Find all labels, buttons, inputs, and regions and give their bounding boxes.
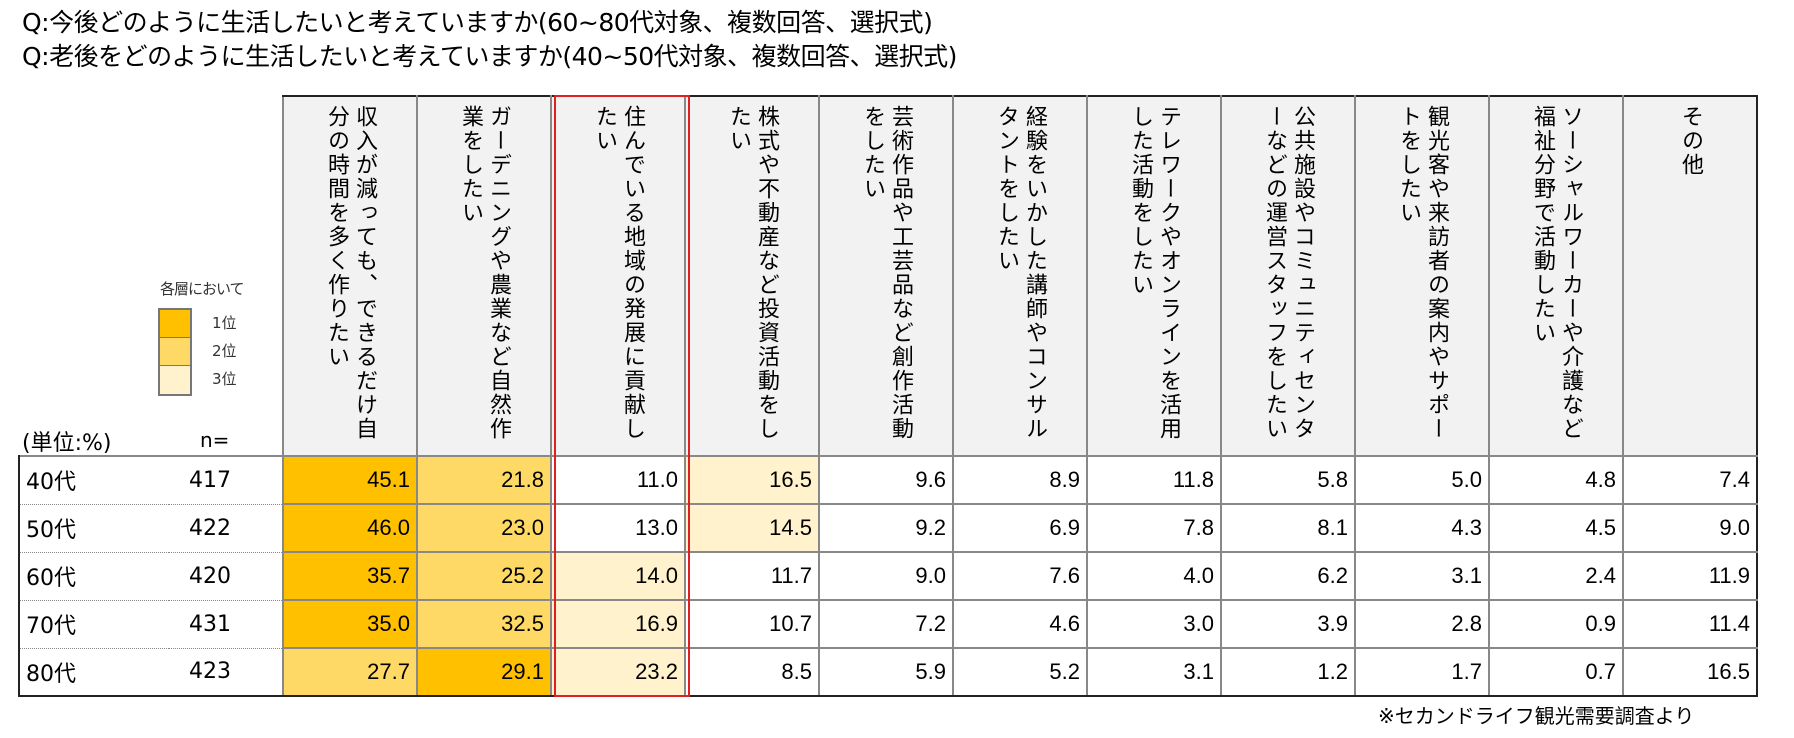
question-title-40-50: Q:老後をどのように生活したいと考えていますか(40~50代対象、複数回答、選択… [22, 42, 957, 71]
column-header: 公共施設やコミュニティセンターなどの運営スタッフをしたい [1220, 95, 1356, 457]
value-cell: 8.1 [1220, 503, 1356, 553]
value-cell: 1.7 [1354, 647, 1490, 697]
age-group-label: 80代 [18, 648, 169, 697]
age-group-label: 50代 [18, 504, 169, 553]
value-cell: 1.2 [1220, 647, 1356, 697]
value-cell: 11.7 [684, 551, 820, 601]
header-row: 収入が減っても、できるだけ自分の時間を多く作りたい ガーデニングや農業など自然作… [19, 95, 1758, 457]
value-cell: 46.0 [282, 503, 418, 553]
age-group-label: 70代 [18, 600, 169, 649]
value-cell: 23.2 [550, 647, 686, 697]
value-cell: 11.8 [1086, 455, 1222, 505]
legend-label-rank1: 1位 [212, 314, 237, 332]
column-header: テレワークやオンラインを活用した活動をしたい [1086, 95, 1222, 457]
value-cell: 32.5 [416, 599, 552, 649]
column-header: その他 [1622, 95, 1758, 457]
value-cell: 21.8 [416, 455, 552, 505]
value-cell: 11.4 [1622, 599, 1758, 649]
legend-swatch-rank1 [160, 310, 190, 338]
value-cell: 9.2 [818, 503, 954, 553]
value-cell: 8.9 [952, 455, 1088, 505]
value-cell: 4.3 [1354, 503, 1490, 553]
sample-size: 422 [169, 504, 283, 553]
value-cell: 35.7 [282, 551, 418, 601]
source-note: ※セカンドライフ観光需要調査より [1378, 704, 1695, 728]
value-cell: 11.0 [550, 455, 686, 505]
value-cell: 8.5 [684, 647, 820, 697]
value-cell: 6.9 [952, 503, 1088, 553]
value-cell: 10.7 [684, 599, 820, 649]
value-cell: 45.1 [282, 455, 418, 505]
sample-size-label: n= [200, 428, 230, 452]
value-cell: 14.5 [684, 503, 820, 553]
table-row: 70代 431 35.0 32.5 16.9 10.7 7.2 4.6 3.0 3.9 2.8 0.9… [18, 599, 1758, 649]
sample-size: 417 [169, 455, 283, 505]
value-cell: 13.0 [550, 503, 686, 553]
value-cell: 2.4 [1488, 551, 1624, 601]
legend-label-rank2: 2位 [212, 342, 237, 360]
value-cell: 16.5 [684, 455, 820, 505]
table-row: 40代 417 45.1 21.8 11.0 16.5 9.6 8.9 11.8 5.8 5.0 4.… [18, 455, 1758, 505]
age-group-label: 60代 [18, 552, 169, 601]
column-header: 芸術作品や工芸品など創作活動をしたい [818, 95, 954, 457]
value-cell: 35.0 [282, 599, 418, 649]
value-cell: 3.0 [1086, 599, 1222, 649]
value-cell: 7.4 [1622, 455, 1758, 505]
age-group-label: 40代 [18, 455, 169, 505]
legend-swatch-rank2 [160, 338, 190, 366]
column-header: ソーシャルワーカーや介護など福祉分野で活動したい [1488, 95, 1624, 457]
rank-legend [158, 308, 192, 396]
value-cell: 16.9 [550, 599, 686, 649]
legend-caption: 各層において [160, 280, 245, 298]
value-cell: 0.9 [1488, 599, 1624, 649]
value-cell: 9.0 [1622, 503, 1758, 553]
value-cell: 4.6 [952, 599, 1088, 649]
value-cell: 5.0 [1354, 455, 1490, 505]
column-header: 住んでいる地域の発展に貢献したい [550, 95, 686, 457]
value-cell: 25.2 [416, 551, 552, 601]
value-cell: 23.0 [416, 503, 552, 553]
value-cell: 16.5 [1622, 647, 1758, 697]
column-header: ガーデニングや農業など自然作業をしたい [416, 95, 552, 457]
value-cell: 4.0 [1086, 551, 1222, 601]
value-cell: 4.8 [1488, 455, 1624, 505]
value-cell: 5.8 [1220, 455, 1356, 505]
column-header: 観光客や来訪者の案内やサポートをしたい [1354, 95, 1490, 457]
value-cell: 9.6 [818, 455, 954, 505]
sample-size: 423 [169, 648, 283, 697]
value-cell: 14.0 [550, 551, 686, 601]
value-cell: 6.2 [1220, 551, 1356, 601]
value-cell: 27.7 [282, 647, 418, 697]
column-header: 株式や不動産など投資活動をしたい [684, 95, 820, 457]
value-cell: 3.9 [1220, 599, 1356, 649]
value-cell: 2.8 [1354, 599, 1490, 649]
table-row: 50代 422 46.0 23.0 13.0 14.5 9.2 6.9 7.8 8.1 4.3 4.5… [18, 503, 1758, 553]
value-cell: 4.5 [1488, 503, 1624, 553]
value-cell: 7.6 [952, 551, 1088, 601]
legend-label-rank3: 3位 [212, 370, 237, 388]
value-cell: 7.2 [818, 599, 954, 649]
column-header: 経験をいかした講師やコンサルタントをしたい [952, 95, 1088, 457]
value-cell: 9.0 [818, 551, 954, 601]
header-blank [19, 96, 283, 456]
legend-swatch-rank3 [160, 366, 190, 394]
survey-table: 収入が減っても、できるだけ自分の時間を多く作りたい ガーデニングや農業など自然作… [18, 95, 1758, 697]
table-row: 80代 423 27.7 29.1 23.2 8.5 5.9 5.2 3.1 1.2 1.7 0.7 1… [18, 647, 1758, 697]
question-title-60-80: Q:今後どのように生活したいと考えていますか(60~80代対象、複数回答、選択式… [22, 8, 933, 37]
value-cell: 0.7 [1488, 647, 1624, 697]
value-cell: 5.2 [952, 647, 1088, 697]
value-cell: 11.9 [1622, 551, 1758, 601]
value-cell: 3.1 [1354, 551, 1490, 601]
value-cell: 7.8 [1086, 503, 1222, 553]
table-row: 60代 420 35.7 25.2 14.0 11.7 9.0 7.6 4.0 6.2 3.1 2.4… [18, 551, 1758, 601]
sample-size: 431 [169, 600, 283, 649]
value-cell: 3.1 [1086, 647, 1222, 697]
unit-label: (単位:%) [22, 431, 112, 456]
sample-size: 420 [169, 552, 283, 601]
column-header: 収入が減っても、できるだけ自分の時間を多く作りたい [282, 95, 418, 457]
value-cell: 29.1 [416, 647, 552, 697]
value-cell: 5.9 [818, 647, 954, 697]
